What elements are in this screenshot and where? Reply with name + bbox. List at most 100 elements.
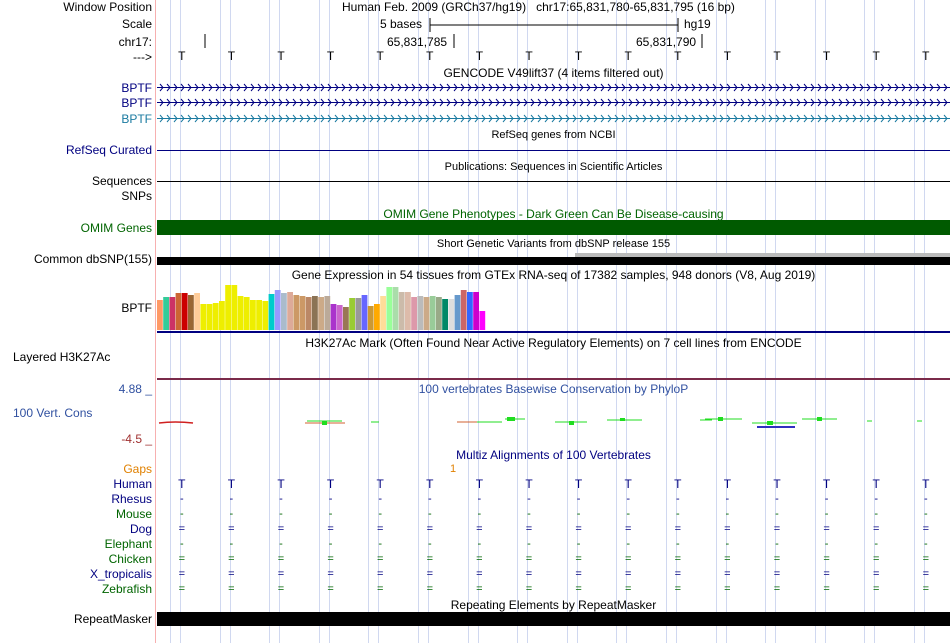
multiz-species-label[interactable]: X_tropicalis	[89, 567, 152, 581]
gtex-bar[interactable]	[194, 293, 200, 330]
gtex-bar[interactable]	[386, 287, 393, 330]
pubs-snps-label[interactable]: SNPs	[121, 189, 152, 203]
multiz-base: -	[824, 508, 829, 520]
multiz-species-label[interactable]: Chicken	[108, 552, 152, 566]
dbsnp-black-bar[interactable]	[157, 257, 950, 265]
gencode-gene-label-1[interactable]: BPTF	[121, 81, 152, 95]
omim-gene-bar[interactable]	[157, 220, 950, 235]
gtex-bar[interactable]	[361, 295, 368, 330]
gencode-gene-label-3[interactable]: BPTF	[121, 112, 152, 126]
gtex-bar[interactable]	[442, 299, 448, 330]
gtex-bar[interactable]	[467, 292, 473, 330]
dbsnp-gray-bar[interactable]	[575, 253, 950, 257]
multiz-gaps-label[interactable]: Gaps	[123, 462, 152, 476]
gtex-bar[interactable]	[274, 290, 281, 330]
multiz-species-label[interactable]: Dog	[129, 522, 152, 536]
gtex-bar[interactable]	[473, 292, 479, 330]
gtex-bar[interactable]	[200, 304, 207, 330]
gtex-bar[interactable]	[305, 297, 312, 330]
gtex-bar[interactable]	[212, 303, 219, 330]
gtex-bar[interactable]	[392, 287, 399, 330]
multiz-species-label[interactable]: Elephant	[104, 537, 152, 551]
multiz-base: =	[823, 568, 830, 580]
multiz-base: =	[426, 553, 434, 565]
gtex-bar[interactable]	[293, 295, 300, 330]
gtex-bar[interactable]	[355, 298, 362, 330]
gtex-bar[interactable]	[436, 297, 442, 330]
gtex-bar[interactable]	[181, 293, 188, 330]
multiz-base: -	[279, 493, 283, 505]
gtex-bar[interactable]	[312, 296, 318, 330]
gtex-bar[interactable]	[206, 304, 213, 330]
cons-label[interactable]: 100 Vert. Cons	[13, 406, 93, 420]
gtex-bar[interactable]	[256, 300, 262, 330]
multiz-base: =	[277, 583, 285, 595]
refseq-gene-line[interactable]	[157, 150, 950, 151]
refseq-label[interactable]: RefSeq Curated	[65, 143, 152, 157]
gtex-bar[interactable]	[243, 297, 250, 330]
cons-wiggle[interactable]	[157, 410, 950, 435]
multiz-base: =	[823, 583, 830, 595]
gtex-bar[interactable]	[423, 297, 430, 330]
gtex-bar[interactable]	[318, 297, 324, 330]
base: T	[624, 49, 632, 63]
multiz-base: T	[426, 477, 434, 491]
gtex-bar[interactable]	[281, 293, 287, 330]
h3k27ac-label[interactable]: Layered H3K27Ac	[13, 350, 111, 364]
gtex-bar[interactable]	[398, 292, 405, 330]
gtex-bar[interactable]	[343, 307, 349, 330]
gtex-bar[interactable]	[417, 296, 424, 330]
multiz-species-label[interactable]: Mouse	[115, 507, 152, 521]
gtex-bar[interactable]	[299, 296, 306, 330]
gtex-bar[interactable]	[374, 304, 380, 330]
gencode-gene-label-2[interactable]: BPTF	[121, 96, 152, 110]
gtex-bar[interactable]	[349, 298, 355, 330]
multiz-base: -	[725, 508, 730, 520]
gtex-bar[interactable]	[219, 301, 225, 330]
gtex-bar[interactable]	[448, 299, 455, 330]
gtex-bar[interactable]	[380, 296, 386, 330]
gtex-bar[interactable]	[237, 296, 244, 330]
gtex-bar[interactable]	[330, 304, 337, 330]
gtex-bar[interactable]	[157, 300, 163, 330]
pubs-label[interactable]: Sequences	[91, 174, 152, 188]
gtex-bar[interactable]	[262, 301, 269, 330]
multiz-species-label[interactable]: Rhesus	[111, 492, 152, 506]
gtex-bar[interactable]	[175, 293, 182, 330]
omim-label[interactable]: OMIM Genes	[80, 221, 152, 235]
gencode-gene-track-1[interactable]	[157, 82, 950, 93]
gtex-bar[interactable]	[336, 305, 343, 330]
pubs-line[interactable]	[157, 181, 950, 182]
gtex-bar-chart[interactable]	[157, 284, 557, 331]
gencode-gene-track-3[interactable]	[157, 113, 950, 124]
rmsk-label[interactable]: RepeatMasker	[73, 612, 152, 626]
gtex-bar[interactable]	[250, 300, 256, 330]
gtex-bar[interactable]	[454, 295, 461, 330]
gtex-bar[interactable]	[367, 306, 374, 330]
multiz-species-label[interactable]: Human	[113, 477, 152, 491]
gtex-bar[interactable]	[169, 297, 176, 330]
gencode-gene-track-2[interactable]	[157, 97, 950, 108]
multiz-base: -	[824, 538, 829, 550]
gtex-bar[interactable]	[411, 297, 417, 330]
gtex-bar[interactable]	[188, 295, 194, 330]
gtex-bar[interactable]	[225, 285, 231, 330]
chrom-label: chr17:	[118, 35, 152, 49]
gtex-bar[interactable]	[429, 296, 436, 330]
gtex-bar[interactable]	[324, 296, 331, 330]
multiz-species-label[interactable]: Zebrafish	[101, 582, 152, 596]
gtex-bar[interactable]	[268, 294, 275, 330]
dbsnp-label[interactable]: Common dbSNP(155)	[33, 252, 152, 266]
multiz-base: =	[922, 553, 930, 565]
gtex-label[interactable]: BPTF	[121, 301, 152, 315]
gtex-bar[interactable]	[479, 311, 486, 330]
multiz-base: =	[327, 568, 334, 580]
gtex-bar[interactable]	[163, 297, 169, 330]
gtex-bar[interactable]	[405, 292, 411, 330]
gtex-bar[interactable]	[231, 285, 238, 330]
gtex-bar[interactable]	[287, 292, 293, 330]
multiz-base: -	[725, 538, 730, 550]
gtex-bar[interactable]	[460, 290, 467, 330]
rmsk-bar[interactable]	[157, 612, 950, 626]
